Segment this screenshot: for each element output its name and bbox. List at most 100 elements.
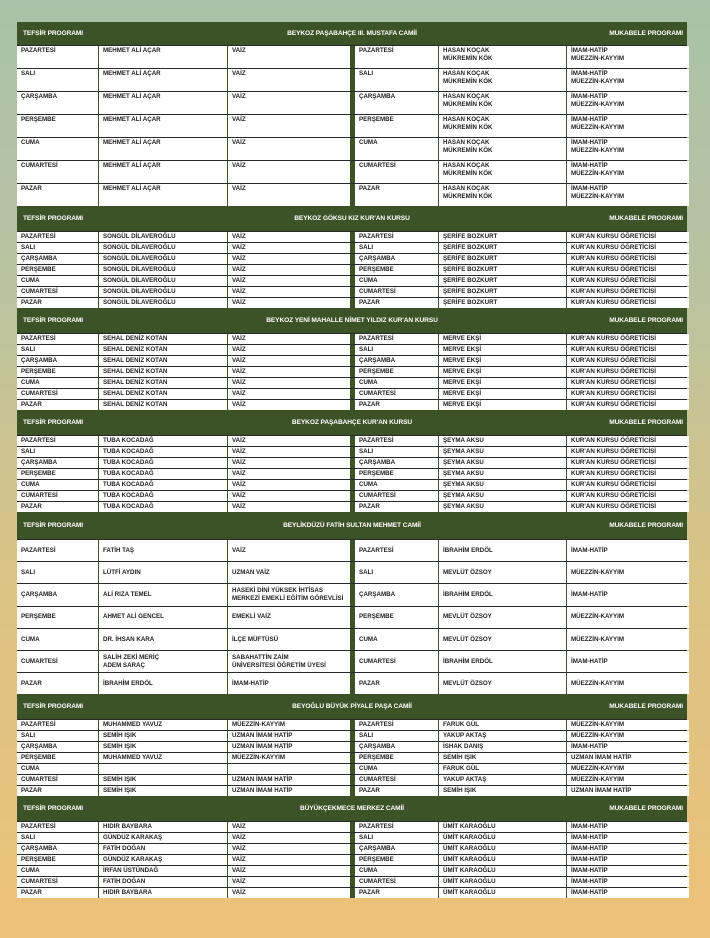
mukabele-day-cell: PAZARTESİ: [355, 720, 438, 731]
mukabele-day-cell: CUMA: [355, 138, 438, 160]
tefsir-title-cell: VAİZ: [228, 69, 350, 91]
mukabele-name-cell: ŞEYMA AKSU: [439, 458, 566, 468]
tefsir-day-cell: SALI: [17, 243, 98, 253]
mukabele-name-cell: ŞERİFE BOZKURT: [439, 232, 566, 242]
mukabele-name-cell: HASAN KOÇAK MÜKREMİN KÖK: [439, 115, 566, 137]
tefsir-title-cell: VAİZ: [228, 491, 350, 501]
mukabele-title-cell: İMAM-HATİP: [567, 877, 689, 888]
mukabele-name-cell: MERVE EKŞİ: [439, 389, 566, 399]
column-divider: [351, 731, 354, 742]
table-row: CUMA İRFAN ÜSTÜNDAĞ VAİZ CUMA ÜMİT KARAOĞLU İ…: [17, 865, 689, 877]
tefsir-title-cell: EMEKLİ VAİZ: [228, 606, 350, 628]
mosque-section: TEFSİR PROGRAMI BEYLİKDÜZÜ FATİH SULTAN M…: [17, 512, 689, 695]
table-row: PAZAR MEHMET ALİ AÇAR VAİZ PAZAR HASAN KOÇAK…: [17, 183, 689, 206]
mukabele-day-cell: ÇARŞAMBA: [355, 254, 438, 264]
column-divider: [351, 345, 354, 355]
mukabele-name-cell: YAKUP AKTAŞ: [439, 731, 566, 742]
tefsir-day-cell: CUMARTESİ: [17, 775, 98, 786]
column-divider: [351, 356, 354, 366]
table-row: ÇARŞAMBA SEMİH IŞIK UZMAN İMAM HATİP ÇARŞAM…: [17, 741, 689, 753]
table-row: ÇARŞAMBA SONGÜL DİLAVEROĞLU VAİZ ÇARŞAMBA ŞE…: [17, 253, 689, 264]
tefsir-title-cell: VAİZ: [228, 833, 350, 844]
tefsir-title-cell: MÜEZZİN-KAYYIM: [228, 753, 350, 764]
column-divider: [351, 888, 354, 899]
column-divider: [351, 69, 354, 91]
mukabele-title-cell: MÜEZZİN-KAYYIM: [567, 562, 689, 584]
column-divider: [351, 161, 354, 183]
mukabele-title-cell: KUR'AN KURSU ÖĞRETİCİSİ: [567, 389, 689, 399]
mukabele-day-cell: CUMA: [355, 628, 438, 650]
tefsir-title-cell: İLÇE MÜFTÜSÜ: [228, 628, 350, 650]
table-row: SALI SONGÜL DİLAVEROĞLU VAİZ SALI ŞERİFE BOZ…: [17, 242, 689, 253]
mukabele-name-cell: MEVLÜT ÖZSOY: [439, 606, 566, 628]
tefsir-title-cell: SABAHATTİN ZAİM ÜNİVERSİTESİ ÖĞRETİM ÜYE…: [228, 650, 350, 673]
mukabele-title-cell: İMAM-HATİP: [567, 833, 689, 844]
table-row: ÇARŞAMBA TUBA KOCADAĞ VAİZ ÇARŞAMBA ŞEYMA AK…: [17, 457, 689, 468]
tefsir-name-cell: AHMET ALİ GENCEL: [99, 606, 227, 628]
mukabele-day-cell: PAZARTESİ: [355, 334, 438, 344]
column-divider: [351, 877, 354, 888]
tefsir-day-cell: SALI: [17, 69, 98, 91]
schedule-panel: TEFSİR PROGRAMI BEYKOZ PAŞABAHÇE III. MUS…: [17, 22, 689, 899]
mukabele-name-cell: İBRAHİM ERDÖL: [439, 584, 566, 606]
mukabele-program-label: MUKABELE PROGRAMI: [609, 522, 683, 529]
column-divider: [351, 447, 354, 457]
table-row: PERŞEMBE MUHAMMED YAVUZ MÜEZZİN-KAYYIM PERŞ…: [17, 752, 689, 764]
table-row: PERŞEMBE AHMET ALİ GENCEL EMEKLİ VAİZ PERŞE…: [17, 605, 689, 628]
mukabele-title-cell: İMAM-HATİP: [567, 650, 689, 673]
column-divider: [351, 491, 354, 501]
mukabele-title-cell: MÜEZZİN-KAYYIM: [567, 775, 689, 786]
mosque-section: TEFSİR PROGRAMI BEYOĞLU BÜYÜK PİYALE PAŞA…: [17, 694, 689, 797]
column-divider: [351, 786, 354, 797]
tefsir-day-cell: PAZARTESİ: [17, 232, 98, 242]
tefsir-name-cell: SEMİH IŞIK: [99, 775, 227, 786]
tefsir-day-cell: SALI: [17, 345, 98, 355]
tefsir-day-cell: PAZAR: [17, 673, 98, 695]
section-header: TEFSİR PROGRAMI BEYOĞLU BÜYÜK PİYALE PAŞA…: [17, 694, 687, 719]
mukabele-title-cell: UZMAN İMAM HATİP: [567, 786, 689, 797]
tefsir-name-cell: SONGÜL DİLAVEROĞLU: [99, 232, 227, 242]
mukabele-day-cell: SALI: [355, 562, 438, 584]
tefsir-title-cell: MÜEZZİN-KAYYIM: [228, 720, 350, 731]
mosque-title: BEYKOZ GÖKSU KIZ KUR'AN KURSU: [294, 215, 410, 222]
mukabele-name-cell: ÜMİT KARAOĞLU: [439, 877, 566, 888]
tefsir-title-cell: UZMAN İMAM HATİP: [228, 742, 350, 753]
mukabele-name-cell: MERVE EKŞİ: [439, 400, 566, 410]
column-divider: [351, 866, 354, 877]
table-row: PAZARTESİ MUHAMMED YAVUZ MÜEZZİN-KAYYIM PAZ…: [17, 719, 689, 731]
mukabele-title-cell: İMAM-HATİP: [567, 584, 689, 606]
tefsir-day-cell: PAZAR: [17, 184, 98, 206]
tefsir-name-cell: SEHAL DENİZ KOTAN: [99, 367, 227, 377]
column-divider: [351, 334, 354, 344]
table-row: CUMARTESİ TUBA KOCADAĞ VAİZ CUMARTESİ ŞEYMA …: [17, 490, 689, 501]
tefsir-name-cell: DR. İHSAN KARA: [99, 628, 227, 650]
mukabele-title-cell: İMAM-HATİP MÜEZZİN-KAYYIM: [567, 46, 689, 68]
table-row: PAZARTESİ SONGÜL DİLAVEROĞLU VAİZ PAZARTESİ…: [17, 231, 689, 242]
table-row: PAZARTESİ SEHAL DENİZ KOTAN VAİZ PAZARTESİ M…: [17, 333, 689, 344]
tefsir-title-cell: VAİZ: [228, 334, 350, 344]
mukabele-day-cell: SALI: [355, 447, 438, 457]
mukabele-title-cell: İMAM-HATİP: [567, 540, 689, 562]
mukabele-name-cell: MEVLÜT ÖZSOY: [439, 628, 566, 650]
mukabele-name-cell: İBRAHİM ERDÖL: [439, 650, 566, 673]
mukabele-day-cell: PAZAR: [355, 400, 438, 410]
tefsir-title-cell: VAİZ: [228, 888, 350, 899]
tefsir-day-cell: CUMA: [17, 866, 98, 877]
tefsir-name-cell: HIDIR BAYBARA: [99, 822, 227, 833]
tefsir-name-cell: MEHMET ALİ AÇAR: [99, 46, 227, 68]
mukabele-day-cell: CUMARTESİ: [355, 877, 438, 888]
tefsir-title-cell: VAİZ: [228, 844, 350, 855]
table-row: CUMARTESİ SEHAL DENİZ KOTAN VAİZ CUMARTESİ M…: [17, 388, 689, 399]
mukabele-day-cell: PERŞEMBE: [355, 115, 438, 137]
tefsir-title-cell: VAİZ: [228, 115, 350, 137]
mukabele-name-cell: ŞERİFE BOZKURT: [439, 287, 566, 297]
column-divider: [351, 650, 354, 673]
tefsir-name-cell: MEHMET ALİ AÇAR: [99, 69, 227, 91]
tefsir-name-cell: MUHAMMED YAVUZ: [99, 720, 227, 731]
tefsir-day-cell: PAZARTESİ: [17, 436, 98, 446]
mukabele-day-cell: PAZAR: [355, 673, 438, 695]
tefsir-title-cell: VAİZ: [228, 254, 350, 264]
tefsir-day-cell: CUMA: [17, 138, 98, 160]
tefsir-title-cell: VAİZ: [228, 265, 350, 275]
mosque-section: TEFSİR PROGRAMI BEYKOZ GÖKSU KIZ KUR'AN K…: [17, 206, 689, 308]
